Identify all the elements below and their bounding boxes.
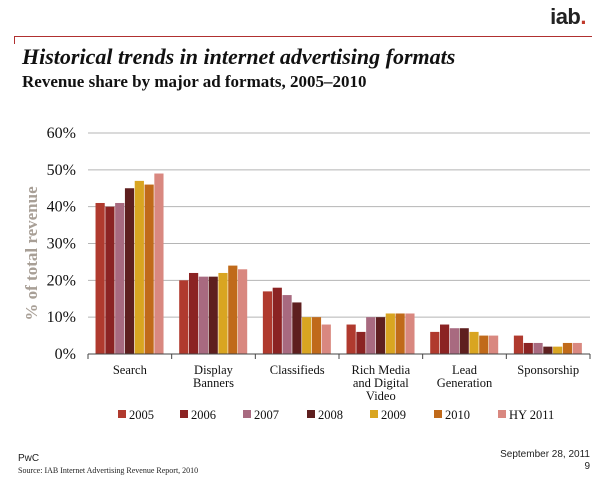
bar-2007 [449, 328, 459, 354]
slide-subtitle: Revenue share by major ad formats, 2005–… [22, 72, 367, 91]
x-category-label: Sponsorship [517, 363, 579, 377]
bar-2005 [430, 331, 440, 354]
x-category-label: Search [113, 363, 148, 377]
legend-label: 2008 [318, 408, 343, 422]
page-number: 9 [584, 461, 590, 472]
legend-swatch [498, 410, 506, 418]
bar-2010 [479, 335, 489, 354]
bar-2008 [292, 302, 302, 354]
x-category-label: Video [366, 389, 396, 403]
bar-2007 [366, 317, 376, 354]
x-category-label: Generation [437, 376, 493, 390]
bar-2010 [228, 265, 238, 354]
x-category-label: and Digital [353, 376, 409, 390]
header-rule [14, 36, 592, 37]
bar-2009 [385, 313, 395, 354]
bar-2006 [356, 331, 366, 354]
x-category-label: Display [194, 363, 234, 377]
legend-swatch [243, 410, 251, 418]
bar-2010 [144, 184, 154, 354]
bar-2005 [95, 202, 105, 354]
bar-2008 [375, 317, 386, 354]
bar-2007 [115, 202, 125, 354]
footer-company: PwC [18, 453, 40, 464]
bar-2008 [543, 346, 553, 354]
y-tick-label: 10% [47, 309, 76, 326]
bar-2007 [282, 295, 292, 354]
bar-hy-2011 [489, 335, 499, 354]
legend-swatch [370, 410, 378, 418]
iab-logo: iab. [550, 4, 586, 29]
bar-2009 [553, 346, 563, 354]
bar-2009 [469, 331, 479, 354]
bar-hy-2011 [405, 313, 415, 354]
legend-label: 2007 [254, 408, 279, 422]
y-tick-label: 40% [47, 199, 76, 216]
bar-2010 [395, 313, 405, 354]
y-tick-label: 0% [55, 346, 76, 363]
legend-label: 2010 [445, 408, 470, 422]
legend-label: 2006 [191, 408, 216, 422]
x-category-label: Banners [193, 376, 234, 390]
bar-hy-2011 [154, 173, 164, 354]
y-axis-label: % of total revenue [22, 186, 41, 321]
bar-2008 [459, 328, 469, 354]
bar-2009 [302, 317, 312, 354]
bar-2010 [562, 342, 573, 354]
header-rule-tick [14, 36, 15, 44]
y-tick-label: 60% [47, 125, 76, 142]
bar-2005 [262, 291, 273, 354]
slide-title: Historical trends in internet advertisin… [22, 44, 456, 69]
bar-2005 [346, 324, 356, 354]
footer-date: September 28, 2011 [500, 449, 590, 460]
bar-2007 [533, 342, 543, 354]
bar-2010 [311, 317, 322, 354]
bar-2006 [272, 287, 282, 354]
bar-2006 [189, 272, 199, 354]
bar-2006 [523, 342, 533, 354]
legend-swatch [307, 410, 315, 418]
bar-2008 [124, 188, 135, 354]
bar-hy-2011 [321, 324, 331, 354]
legend-label: HY 2011 [509, 408, 554, 422]
bar-2007 [198, 276, 208, 354]
bar-2005 [513, 335, 524, 354]
bar-2009 [218, 272, 228, 354]
bar-2005 [179, 280, 189, 354]
footer-source: Source: IAB Internet Advertising Revenue… [18, 466, 199, 475]
bar-2006 [440, 324, 450, 354]
x-category-label: Lead [452, 363, 478, 377]
y-tick-label: 30% [47, 236, 76, 253]
y-tick-label: 50% [47, 162, 76, 179]
y-tick-label: 20% [47, 272, 76, 289]
x-category-label: Rich Media [351, 363, 410, 377]
legend-swatch [118, 410, 126, 418]
x-category-label: Classifieds [270, 363, 325, 377]
bar-hy-2011 [572, 342, 582, 354]
legend-label: 2005 [129, 408, 154, 422]
legend-swatch [434, 410, 442, 418]
legend-swatch [180, 410, 188, 418]
bar-2006 [105, 206, 115, 354]
bar-2008 [208, 276, 218, 354]
bar-hy-2011 [238, 269, 248, 354]
legend-label: 2009 [381, 408, 406, 422]
bar-2009 [134, 180, 144, 354]
